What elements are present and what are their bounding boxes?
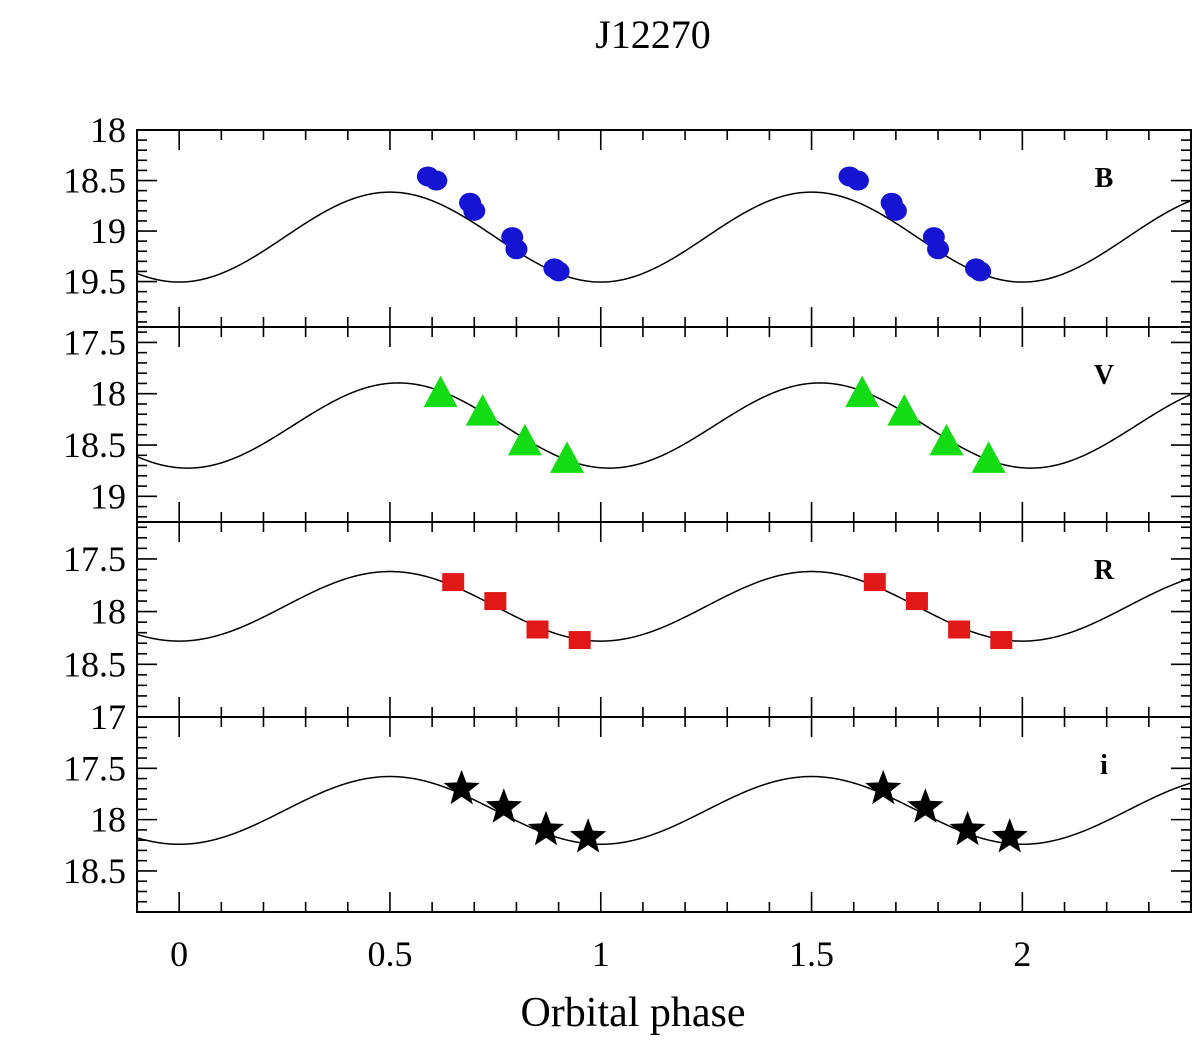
band-label-R: R xyxy=(1094,555,1115,586)
data-point-i xyxy=(907,788,944,823)
data-point-R xyxy=(568,631,591,650)
panel-frame xyxy=(136,716,1192,913)
y-tick-label: 18 xyxy=(90,800,126,840)
x-tick-label: 0.5 xyxy=(367,934,412,974)
data-point-V xyxy=(845,375,880,408)
model-curve-B xyxy=(136,191,1192,283)
data-point-B xyxy=(425,170,448,191)
y-tick-label: 18 xyxy=(90,110,126,150)
y-tick-label: 19.5 xyxy=(63,262,126,302)
band-label-B: B xyxy=(1095,163,1114,194)
data-point-i xyxy=(865,769,902,805)
data-point-i xyxy=(443,769,480,805)
data-point-R xyxy=(948,620,971,639)
panels-layer: 1818.51919.5B17.51818.519V17.51818.5R171… xyxy=(63,110,1192,974)
data-point-B xyxy=(547,261,570,282)
data-point-i xyxy=(949,810,986,846)
data-point-V xyxy=(465,394,500,426)
data-point-i xyxy=(991,818,1028,853)
data-point-i xyxy=(570,818,607,853)
data-point-V xyxy=(507,423,542,456)
y-tick-label: 18.5 xyxy=(63,644,126,684)
data-point-B xyxy=(927,239,950,260)
x-tick-label: 2 xyxy=(1013,934,1031,974)
panel-R: 17.5 18 18.5 R xyxy=(63,521,1192,718)
panel-frame xyxy=(136,521,1192,718)
model-curve-V xyxy=(136,382,1192,469)
y-tick-label: 17 xyxy=(90,697,126,737)
model-curve-R xyxy=(136,570,1192,642)
x-tick-label: 1.5 xyxy=(789,934,834,974)
data-point-i xyxy=(485,788,522,823)
data-point-R xyxy=(526,620,549,639)
panel-V: 17.5 18 18.5 19 V xyxy=(63,322,1192,523)
chart-title: J12270 xyxy=(595,12,711,57)
panel-frame xyxy=(136,129,1192,328)
data-point-R xyxy=(863,573,886,592)
y-tick-label: 17.5 xyxy=(63,322,126,362)
data-point-B xyxy=(846,170,869,191)
data-point-B xyxy=(969,261,992,282)
y-tick-label: 18.5 xyxy=(63,425,126,465)
band-label-i: i xyxy=(1100,750,1108,781)
y-tick-label: 18.5 xyxy=(63,851,126,891)
band-label-V: V xyxy=(1094,360,1114,391)
data-point-V xyxy=(550,441,585,473)
x-axis-tick-labels: 0 0.5 1 1.5 2 xyxy=(170,934,1031,974)
data-point-R xyxy=(484,592,507,611)
y-tick-label: 18.5 xyxy=(63,161,126,201)
data-point-V xyxy=(887,394,922,426)
x-tick-label: 0 xyxy=(170,934,188,974)
x-axis-label: Orbital phase xyxy=(520,990,745,1036)
y-tick-label: 19 xyxy=(90,476,126,516)
data-point-V xyxy=(423,375,458,408)
data-point-i xyxy=(527,810,564,846)
data-point-R xyxy=(990,631,1013,650)
data-point-V xyxy=(971,441,1006,473)
y-tick-label: 18 xyxy=(90,374,126,414)
y-tick-label: 18 xyxy=(90,592,126,632)
panel-B: 18 18.5 19 19.5 B xyxy=(63,110,1192,328)
panel-i: 17 17.5 18 18.5 i xyxy=(63,697,1192,913)
model-curve-i xyxy=(136,775,1192,846)
y-tick-label: 19 xyxy=(90,211,126,251)
data-point-V xyxy=(929,423,964,456)
data-point-B xyxy=(463,200,486,221)
data-point-R xyxy=(442,573,465,592)
y-tick-label: 17.5 xyxy=(63,748,126,788)
x-tick-label: 1 xyxy=(592,934,610,974)
data-point-R xyxy=(905,592,928,611)
data-point-B xyxy=(505,239,528,260)
y-tick-label: 17.5 xyxy=(63,539,126,579)
data-point-B xyxy=(884,200,907,221)
